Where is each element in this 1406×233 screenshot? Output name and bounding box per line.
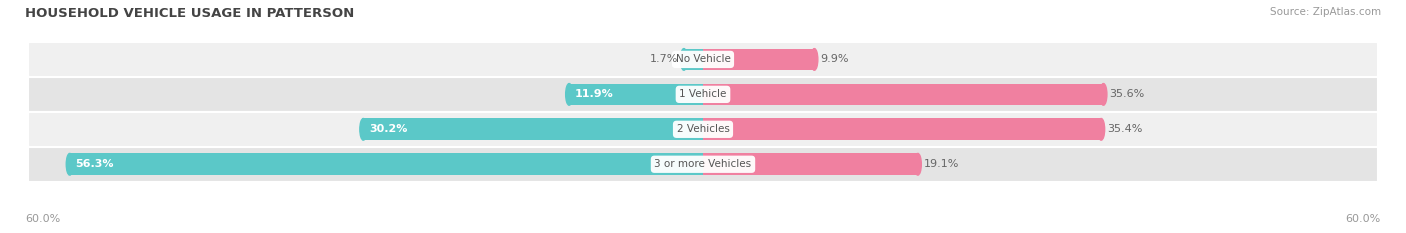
Text: 3 or more Vehicles: 3 or more Vehicles [654, 159, 752, 169]
Text: 1.7%: 1.7% [650, 55, 678, 64]
Text: 2 Vehicles: 2 Vehicles [676, 124, 730, 134]
Bar [703, 153, 918, 175]
Bar [703, 118, 1101, 140]
Bar [683, 49, 703, 70]
Bar [703, 49, 814, 70]
Text: Source: ZipAtlas.com: Source: ZipAtlas.com [1270, 7, 1381, 17]
Bar [569, 83, 703, 105]
Text: 56.3%: 56.3% [76, 159, 114, 169]
Bar [28, 77, 1378, 112]
Bar [363, 118, 703, 140]
Bar [28, 42, 1378, 77]
Circle shape [360, 118, 367, 140]
Text: HOUSEHOLD VEHICLE USAGE IN PATTERSON: HOUSEHOLD VEHICLE USAGE IN PATTERSON [25, 7, 354, 20]
Bar [28, 112, 1378, 147]
Text: 35.4%: 35.4% [1107, 124, 1142, 134]
Circle shape [1098, 118, 1105, 140]
Circle shape [681, 49, 688, 70]
Bar [28, 147, 1378, 182]
Text: 35.6%: 35.6% [1109, 89, 1144, 99]
Text: 9.9%: 9.9% [820, 55, 848, 64]
Text: 60.0%: 60.0% [1346, 214, 1381, 224]
Bar [70, 153, 703, 175]
Text: 11.9%: 11.9% [575, 89, 613, 99]
Circle shape [914, 153, 921, 175]
Text: 1 Vehicle: 1 Vehicle [679, 89, 727, 99]
Circle shape [811, 49, 818, 70]
Circle shape [1099, 84, 1107, 105]
Text: 30.2%: 30.2% [368, 124, 408, 134]
Text: 19.1%: 19.1% [924, 159, 959, 169]
Circle shape [66, 153, 73, 175]
Circle shape [565, 84, 572, 105]
Bar [703, 83, 1104, 105]
Text: No Vehicle: No Vehicle [675, 55, 731, 64]
Text: 60.0%: 60.0% [25, 214, 60, 224]
